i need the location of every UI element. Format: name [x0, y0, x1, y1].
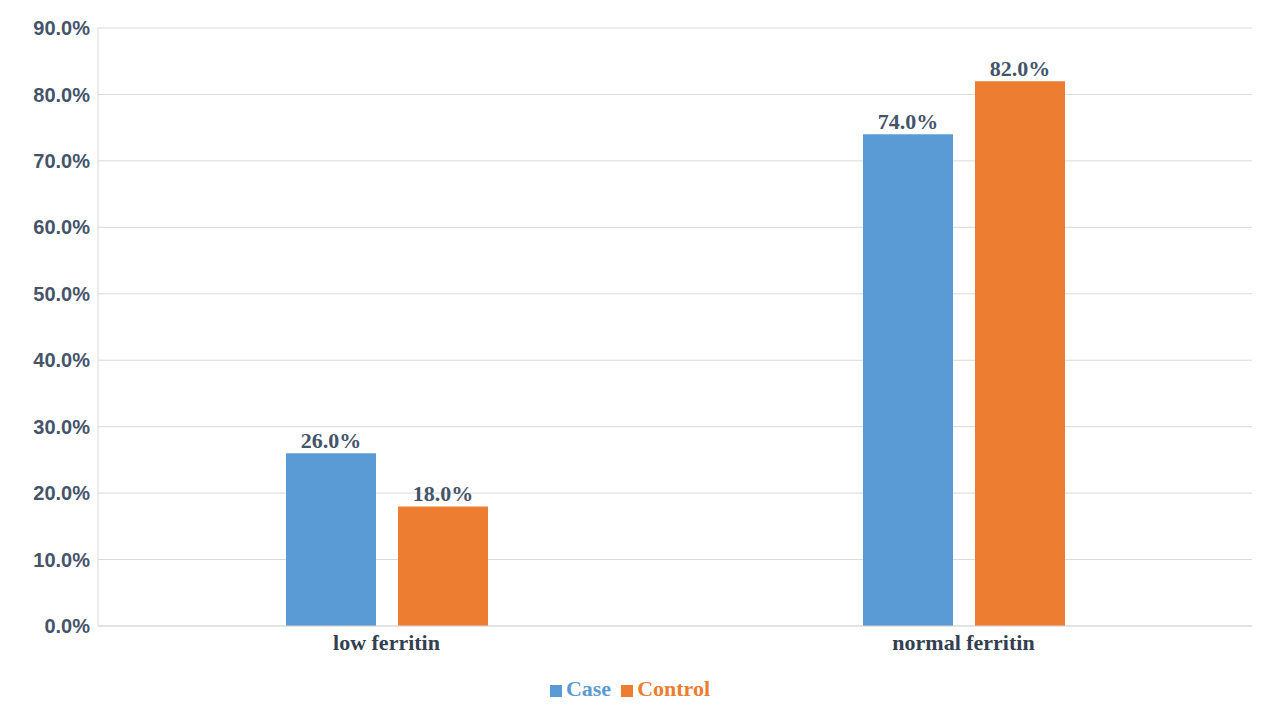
svg-text:50.0%: 50.0%	[33, 283, 90, 305]
svg-text:20.0%: 20.0%	[33, 482, 90, 504]
html-text:Case: Case	[565, 676, 612, 701]
svg-text:90.0%: 90.0%	[33, 17, 90, 39]
svg-text:30.0%: 30.0%	[33, 416, 90, 438]
svg-text:70.0%: 70.0%	[33, 150, 90, 172]
svg-text:82.0%: 82.0%	[990, 56, 1051, 81]
svg-text:0.0%: 0.0%	[44, 615, 90, 637]
html-text:Control: Control	[637, 676, 711, 701]
svg-text:26.0%: 26.0%	[301, 428, 362, 453]
svg-text:10.0%: 10.0%	[33, 549, 90, 571]
svg-text:80.0%: 80.0%	[33, 84, 90, 106]
svg-text:74.0%: 74.0%	[878, 109, 939, 134]
svg-text:40.0%: 40.0%	[33, 349, 90, 371]
svg-text:normal ferritin: normal ferritin	[892, 630, 1034, 655]
svg-text:18.0%: 18.0%	[413, 481, 474, 506]
svg-text:60.0%: 60.0%	[33, 216, 90, 238]
svg-text:low ferritin: low ferritin	[333, 630, 440, 655]
